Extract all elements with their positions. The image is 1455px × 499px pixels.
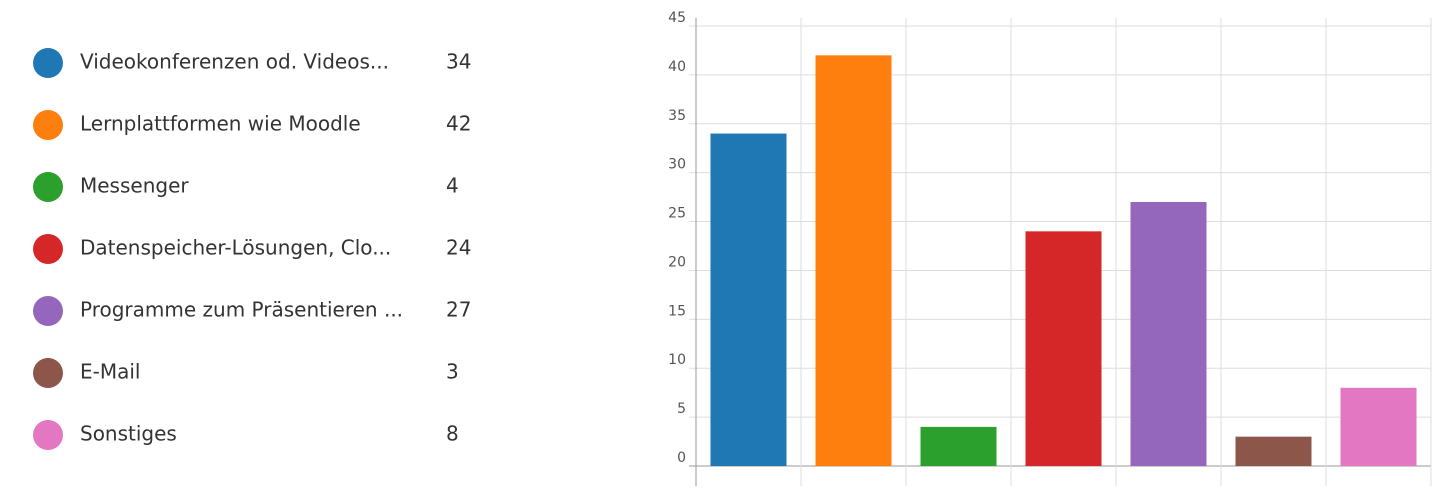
legend-label: E-Mail (80, 360, 140, 384)
bar (815, 55, 892, 466)
bar (1340, 387, 1417, 466)
legend-swatch (33, 358, 63, 388)
legend-label: Messenger (80, 174, 189, 198)
y-tick-label: 35 (668, 108, 686, 124)
y-tick-label: 10 (668, 352, 686, 368)
y-tick-label: 5 (677, 401, 686, 417)
legend-count: 8 (446, 422, 459, 446)
legend-label: Lernplattformen wie Moodle (80, 112, 361, 136)
legend-swatch (33, 48, 63, 78)
legend-label: Videokonferenzen od. Videos... (80, 50, 389, 74)
legend-label: Programme zum Präsentieren ... (80, 298, 403, 322)
legend-swatch (33, 172, 63, 202)
y-tick-label: 25 (668, 206, 686, 222)
bar (1235, 436, 1312, 466)
y-tick-label: 15 (668, 303, 686, 319)
legend-swatch (33, 110, 63, 140)
legend-label: Datenspeicher-Lösungen, Clo... (80, 236, 391, 260)
bar (1025, 231, 1102, 466)
legend-swatch (33, 296, 63, 326)
bar (710, 133, 787, 467)
legend-count: 4 (446, 174, 459, 198)
y-tick-label: 40 (668, 59, 686, 75)
legend-count: 27 (446, 298, 471, 322)
legend-label: Sonstiges (80, 422, 177, 446)
y-tick-label: 0 (677, 450, 686, 466)
legend-count: 24 (446, 236, 471, 260)
bar (920, 426, 997, 466)
legend-count: 42 (446, 112, 471, 136)
y-tick-label: 20 (668, 254, 686, 270)
legend-count: 3 (446, 360, 459, 384)
legend-count: 34 (446, 50, 471, 74)
y-tick-label: 45 (668, 10, 686, 26)
y-tick-label: 30 (668, 157, 686, 173)
bar (1130, 202, 1207, 466)
legend-swatch (33, 420, 63, 450)
legend-swatch (33, 234, 63, 264)
